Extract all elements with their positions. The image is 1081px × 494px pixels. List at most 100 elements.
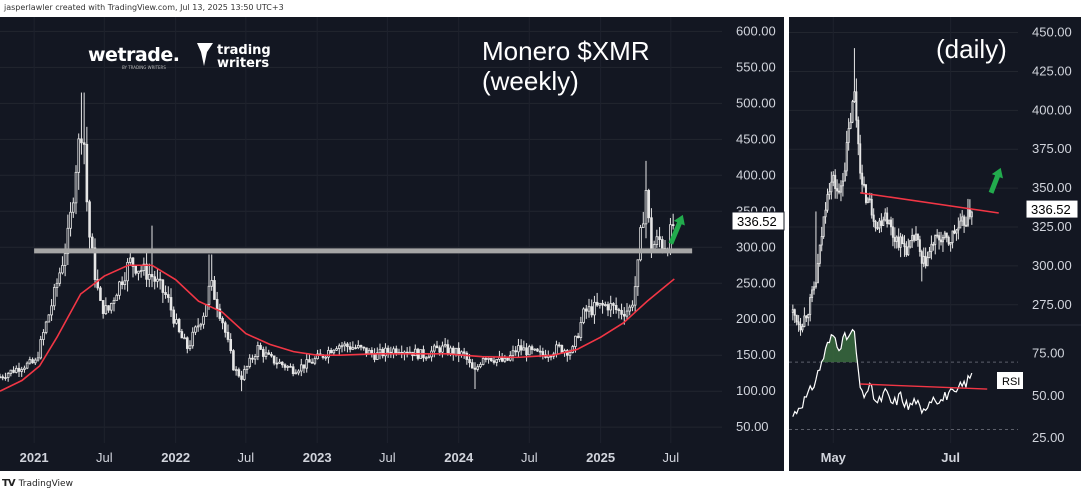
candle-body — [636, 259, 640, 288]
candle-body — [907, 246, 910, 256]
candle-body — [872, 214, 875, 222]
candle-body — [961, 216, 964, 222]
candle-body — [118, 281, 121, 296]
daily-x-axis: May Jul — [821, 450, 960, 465]
candle-body — [565, 350, 569, 356]
rsi-legend-box: RSI — [997, 372, 1023, 389]
candle-body — [943, 232, 946, 238]
candle-body — [803, 315, 806, 327]
candle-body — [913, 235, 916, 241]
candle-body — [519, 345, 523, 351]
weekly-x-axis: 2021 Jul 2022 Jul 2023 Jul 2024 Jul 2025 Jul — [20, 450, 680, 465]
candle-body — [196, 325, 200, 328]
trading-writers-logo: trading writers — [197, 43, 271, 71]
candle-body — [924, 255, 927, 267]
candle-body — [1, 376, 5, 379]
weekly-last-price-label: 336.52 — [737, 214, 777, 229]
weekly-y-tick-label: 250.00 — [736, 275, 776, 290]
candle-body — [109, 302, 113, 311]
candle-body — [441, 345, 444, 353]
candle-body — [242, 369, 246, 380]
rsi-overbought-fill — [792, 329, 972, 363]
candle-body — [571, 346, 575, 353]
daily-candles — [791, 48, 973, 336]
candle-body — [251, 357, 254, 360]
candle-body — [541, 351, 545, 356]
candle-body — [868, 198, 871, 201]
candle-body — [853, 91, 856, 102]
candle-body — [259, 345, 262, 350]
candle-body — [137, 270, 140, 274]
candle-body — [166, 294, 170, 298]
candle-body — [327, 349, 330, 358]
candle-body — [191, 331, 195, 347]
candle-body — [905, 246, 908, 256]
candle-body — [424, 357, 428, 360]
candle-body — [639, 227, 642, 261]
candle-body — [847, 128, 850, 143]
candle-body — [845, 142, 848, 172]
candle-body — [394, 348, 398, 354]
candle-body — [522, 347, 526, 351]
candle-body — [587, 306, 591, 312]
candle-body — [579, 322, 583, 338]
candle-body — [264, 352, 268, 357]
candle-body — [809, 297, 812, 315]
candle-body — [9, 369, 13, 374]
candle-body — [878, 220, 881, 229]
candle-body — [413, 348, 417, 357]
candle-body — [310, 361, 314, 364]
candle-body — [232, 350, 235, 371]
candle-body — [622, 313, 626, 317]
weekly-last-price-background — [731, 211, 785, 231]
daily-grid — [789, 17, 1018, 443]
candle-body — [131, 257, 135, 267]
candle-body — [465, 352, 469, 360]
candle-body — [302, 364, 306, 369]
candle-body — [617, 309, 621, 312]
candle-body — [970, 211, 973, 218]
candle-body — [957, 227, 960, 231]
rsi-legend-background — [997, 372, 1023, 389]
candle-body — [164, 292, 167, 295]
candle-body — [215, 299, 219, 310]
candle-body — [126, 261, 129, 282]
candle-body — [920, 251, 923, 264]
weekly-grid — [0, 17, 722, 443]
candle-body — [28, 359, 32, 364]
candle-body — [660, 239, 664, 249]
candle-body — [283, 364, 287, 368]
candle-body — [85, 143, 89, 203]
candle-body — [107, 305, 110, 311]
candle-body — [308, 359, 311, 363]
candle-body — [603, 304, 607, 306]
daily-y-tick-label: 325.00 — [1032, 219, 1072, 234]
candle-body — [210, 280, 214, 287]
candle-body — [816, 263, 819, 284]
candle-body — [647, 190, 651, 219]
candle-body — [897, 236, 900, 248]
weekly-chart-title-line1: Monero $XMR — [482, 36, 650, 66]
candle-body — [248, 357, 252, 367]
daily-y-tick-label: 275.00 — [1032, 297, 1072, 312]
candle-body — [340, 345, 344, 348]
candle-body — [74, 171, 78, 204]
candle-body — [805, 315, 808, 319]
candle-body — [797, 321, 800, 325]
weekly-y-tick-label: 450.00 — [736, 131, 776, 146]
tradingview-brand: TradingView — [18, 478, 73, 489]
candle-body — [820, 236, 823, 246]
candle-body — [530, 346, 534, 350]
candle-body — [832, 174, 835, 183]
candle-body — [4, 377, 7, 379]
candle-body — [101, 300, 105, 314]
candle-body — [801, 326, 804, 331]
candle-body — [901, 236, 904, 245]
candle-body — [932, 243, 935, 246]
weekly-last-price-box: 336.52 — [731, 211, 785, 231]
candle-body — [947, 236, 950, 245]
candle-body — [899, 236, 902, 248]
candle-body — [256, 345, 260, 357]
rsi-trend-line — [860, 383, 988, 390]
